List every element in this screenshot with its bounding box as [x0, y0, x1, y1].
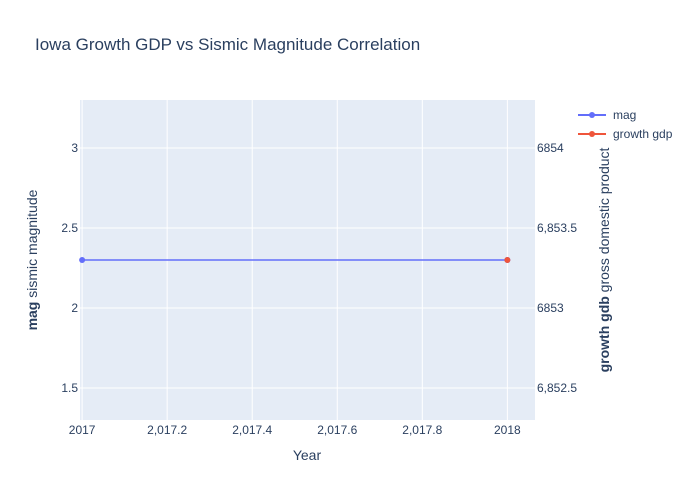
- legend-marker-growth-gdp: [589, 131, 595, 137]
- legend-marker-mag: [589, 112, 595, 118]
- y2-axis-title-bold: growth gdb: [596, 296, 612, 372]
- y2-axis-title: growth gdb gross domestic product: [596, 147, 612, 372]
- y-axis-title-text: sismic magnitude: [24, 189, 40, 301]
- y-tick-label: 2: [71, 301, 78, 315]
- y2-axis-title-text: gross domestic product: [596, 147, 612, 296]
- y2-tick-label: 6853: [537, 301, 564, 315]
- legend-label-mag: mag: [613, 108, 636, 122]
- y2-tick-label: 6,853.5: [537, 221, 577, 235]
- legend-label-growth-gdp: growth gdp: [613, 127, 673, 141]
- y2-tick-label: 6,852.5: [537, 381, 577, 395]
- series-marks: [79, 257, 511, 263]
- y-axis-title-bold: mag: [24, 302, 40, 331]
- y2-tick-label: 6854: [537, 141, 564, 155]
- x-tick-label: 2,017.6: [317, 423, 357, 437]
- x-tick-label: 2,017.4: [232, 423, 272, 437]
- y-tick-label: 3: [71, 141, 78, 155]
- tick-labels: 2017 2,017.2 2,017.4 2,017.6 2,017.8 2018 1.5 2…: [61, 141, 577, 437]
- y-axis-title: mag sismic magnitude: [24, 189, 40, 330]
- data-point-mag: [79, 257, 86, 263]
- y-tick-label: 2.5: [61, 221, 78, 235]
- y-tick-label: 1.5: [61, 381, 78, 395]
- chart-title: Iowa Growth GDP vs Sismic Magnitude Corr…: [35, 35, 420, 54]
- data-point-growth-gdp: [504, 257, 511, 263]
- x-tick-label: 2,017.2: [147, 423, 187, 437]
- x-tick-label: 2017: [69, 423, 96, 437]
- x-axis-title: Year: [293, 447, 322, 463]
- legend[interactable]: mag growth gdp: [578, 108, 673, 141]
- grid-lines: [80, 100, 535, 420]
- x-tick-label: 2,017.8: [402, 423, 442, 437]
- x-tick-label: 2018: [494, 423, 521, 437]
